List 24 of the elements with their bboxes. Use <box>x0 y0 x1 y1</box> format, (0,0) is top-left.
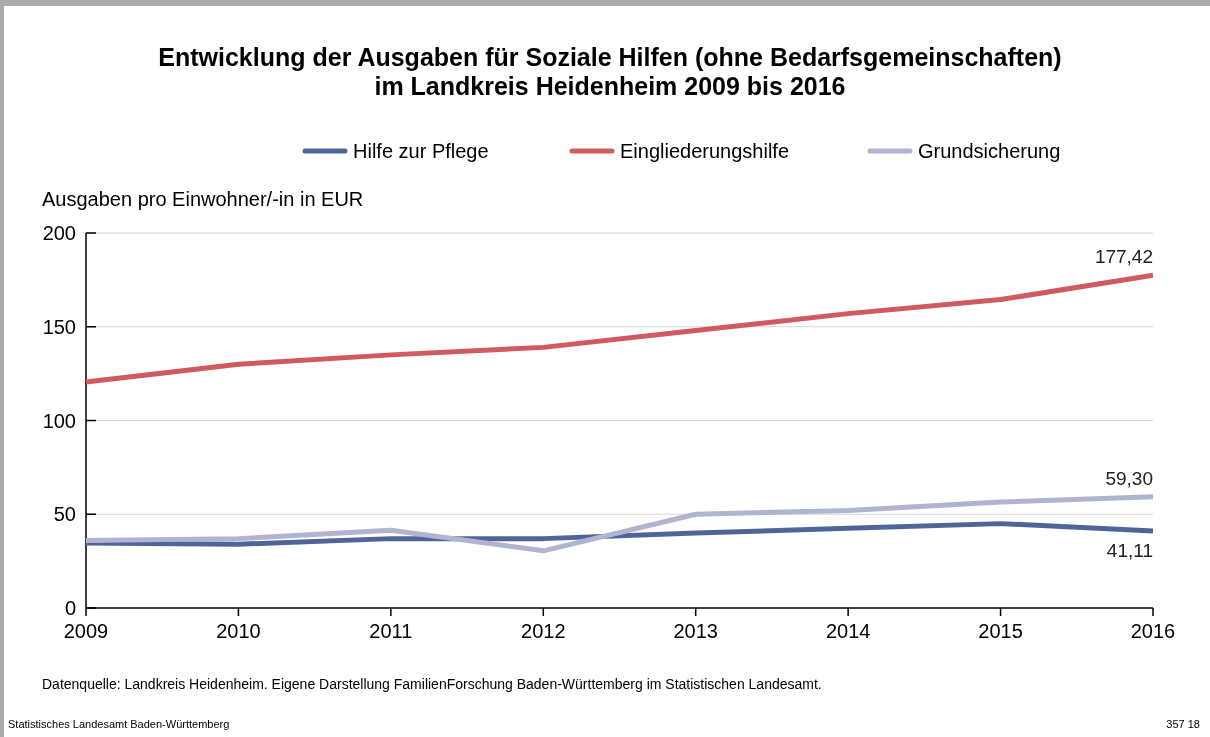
data-label: 59,30 <box>1105 467 1153 489</box>
chart-title: Entwicklung der Ausgaben für Soziale Hilfen (ohne Bedarfsgemeinschaften) im Landkreis Heidenheim 2009 bis 2016 <box>158 43 1062 100</box>
y-tick-label: 100 <box>42 409 76 432</box>
text: Statistisches Landesamt Baden-Württemberg <box>8 718 230 730</box>
x-tick-label: 2014 <box>825 620 871 642</box>
x-tick-label: 2009 <box>63 620 109 642</box>
x-tick-label: 2013 <box>673 620 718 642</box>
y-tick-label: 50 <box>53 503 76 526</box>
x-tick-label: 2016 <box>1130 620 1176 642</box>
y-tick-label: 150 <box>42 315 76 338</box>
x-tick-label: 2015 <box>978 620 1023 642</box>
x-tick-label: 2010 <box>216 620 261 642</box>
legend-label: Hilfe zur Pflege <box>353 140 489 162</box>
x-tick-label: 2012 <box>521 620 566 642</box>
y-tick-label: 200 <box>42 222 76 244</box>
x-tick-label: 2011 <box>369 620 413 642</box>
data-label: 41,11 <box>1106 539 1153 561</box>
y-axis-title: Ausgaben pro Einwohner/-in in EUR <box>42 188 364 210</box>
text: Datenquelle: Landkreis Heidenheim. Eigene Darstellung FamilienForschung Baden-Württemberg im Statistischen Landesamt. <box>42 676 822 692</box>
data-label: 177,42 <box>1094 246 1153 268</box>
y-tick-label: 0 <box>64 597 76 619</box>
legend-label: Eingliederungshilfe <box>620 140 790 162</box>
legend-label: Grundsicherung <box>918 140 1061 162</box>
text: 357 18 <box>1166 718 1200 730</box>
